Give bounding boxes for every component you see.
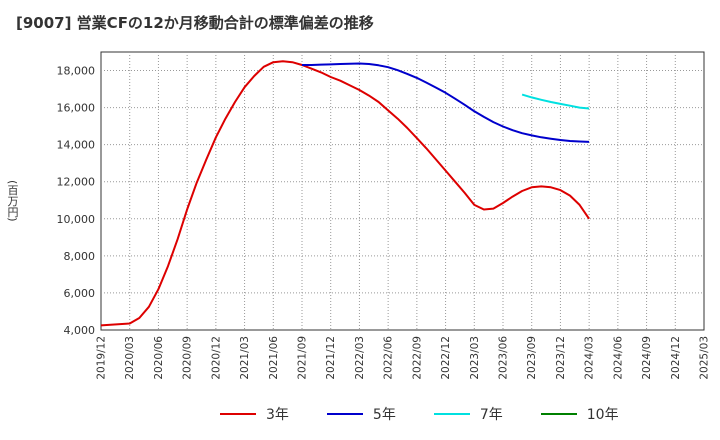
x-tick-label: 2024/09 [641,336,653,380]
legend-label-10y: 10年 [586,407,619,423]
x-tick-label: 2020/03 [124,336,136,380]
x-tick-label: 2025/03 [699,336,711,380]
legend-item-5y: 5年 [326,404,396,424]
x-tick-label: 2020/12 [210,336,222,380]
y-tick-labels: 4,000 6,000 8,000 10,000 12,000 14,000 16,000 1… [57,65,96,337]
x-tick-label: 2021/06 [268,336,280,380]
legend-swatch-10y [540,413,577,415]
line-chart: 4,000 6,000 8,000 10,000 12,000 14,000 16,000 1… [57,51,711,380]
x-tick-label: 2023/03 [469,336,481,380]
legend-label-3y: 3年 [266,407,289,423]
legend: 3年 5年 7年 10年 [220,404,657,424]
chart-title: [9007] 営業CFの12か月移動合計の標準偏差の推移 [16,14,374,32]
x-tick-label: 2021/12 [325,336,337,380]
legend-swatch-5y [326,413,363,415]
series-lines [100,60,590,327]
y-tick-label: 14,000 [57,139,96,152]
x-tick-label: 2022/03 [354,336,366,380]
x-tick-label: 2021/09 [297,336,309,380]
x-tick-label: 2024/06 [612,336,624,380]
plot-area [100,51,705,331]
y-tick-label: 18,000 [57,65,96,78]
x-tick-label: 2024/12 [670,336,682,380]
legend-item-7y: 7年 [433,404,503,424]
x-tick-label: 2023/09 [526,336,538,380]
legend-swatch-3y [220,413,256,415]
x-tick-label: 2024/03 [584,336,596,380]
y-tick-label: 4,000 [64,324,96,337]
series-line-1 [100,60,590,327]
series-line-3 [521,93,590,110]
legend-swatch-7y [433,413,470,415]
x-tick-labels: 2019/12 2020/03 2020/06 2020/09 2020/12 2021/… [96,336,711,380]
x-tick-label: 2023/12 [555,336,567,380]
x-tick-label: 2020/06 [153,336,165,380]
legend-item-10y: 10年 [540,404,619,424]
x-tick-label: 2021/03 [239,336,251,380]
x-tick-label: 2020/09 [182,336,194,380]
y-tick-label: 16,000 [57,102,96,115]
y-tick-label: 6,000 [64,287,96,300]
x-tick-label: 2019/12 [96,336,108,380]
legend-item-3y: 3年 [220,404,289,424]
x-tick-label: 2022/06 [383,336,395,380]
y-axis-label: (百万円) [6,180,19,222]
series-line-2 [302,62,590,143]
y-tick-label: 12,000 [57,176,96,189]
legend-label-5y: 5年 [372,407,396,423]
y-tick-label: 10,000 [57,213,96,226]
y-tick-label: 8,000 [64,250,96,263]
x-tick-label: 2022/09 [411,336,423,380]
x-tick-label: 2023/06 [498,336,510,380]
x-tick-label: 2022/12 [440,336,452,380]
legend-label-7y: 7年 [479,407,503,423]
